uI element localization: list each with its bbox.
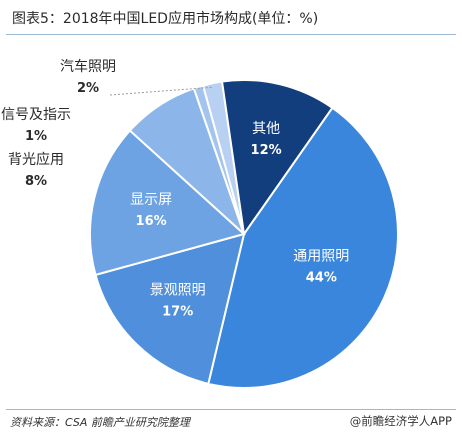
brand-credit: @前瞻经济学人APP	[349, 414, 452, 428]
chart-title: 图表5：2018年中国LED应用市场构成(单位：%)	[12, 11, 319, 27]
slice-6-leader-line	[109, 86, 214, 96]
slice-6-label: 汽车照明	[60, 58, 116, 75]
slice-2-value-label: 17%	[162, 305, 193, 320]
slice-3-label: 显示屏	[130, 192, 172, 208]
slice-1-label: 通用照明	[293, 249, 349, 265]
slice-7-value-label: 12%	[251, 143, 282, 158]
slice-5-value-label: 1%	[25, 129, 47, 144]
source-note: 资料来源：CSA 前瞻产业研究院整理	[10, 416, 190, 429]
slice-1-wedge	[207, 106, 399, 389]
slice-4-label: 背光应用	[8, 151, 64, 168]
slice-3-wedge	[89, 129, 247, 277]
slice-2-wedge	[94, 232, 246, 386]
slice-5-label: 信号及指示	[1, 107, 71, 123]
slice-1-value-label: 44%	[306, 271, 337, 286]
slice-3-value-label: 16%	[136, 214, 167, 229]
slice-6-value-label: 2%	[77, 81, 99, 96]
slice-7-label: 其他	[252, 121, 280, 137]
slice-2-label: 景观照明	[150, 283, 206, 299]
title-divider	[6, 34, 456, 35]
footer-divider	[6, 409, 456, 410]
slice-7-wedge	[220, 79, 334, 237]
slice-4-value-label: 8%	[25, 174, 47, 189]
